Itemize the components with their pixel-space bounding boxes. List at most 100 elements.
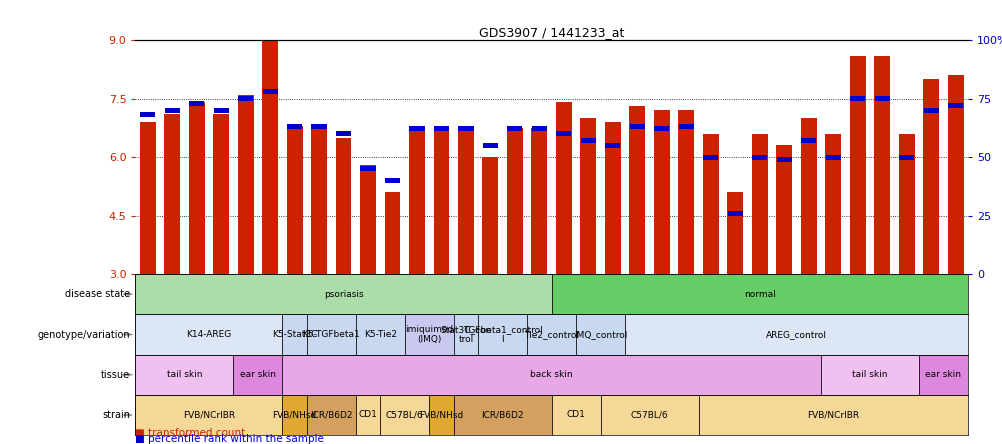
Text: FVB/NHsd: FVB/NHsd (419, 411, 463, 420)
Bar (336, 138, 351, 274)
Bar (506, 128, 522, 274)
Bar (653, 127, 668, 131)
Text: Tie2_control: Tie2_control (524, 330, 578, 339)
Bar (580, 138, 595, 143)
Bar (356, 314, 405, 355)
Text: imiquimod
(IMQ): imiquimod (IMQ) (405, 325, 453, 344)
Text: TGFbeta1_control
l: TGFbeta1_control l (462, 325, 542, 344)
Bar (311, 126, 327, 274)
Bar (850, 96, 865, 101)
Text: FVB/NCrIBR: FVB/NCrIBR (807, 411, 859, 420)
Bar (697, 395, 967, 435)
Text: C57BL/6: C57BL/6 (630, 411, 667, 420)
Bar (677, 110, 693, 274)
Bar (482, 143, 498, 148)
Text: ICR/B6D2: ICR/B6D2 (481, 411, 523, 420)
Bar (726, 192, 742, 274)
Bar (188, 101, 204, 106)
Bar (923, 108, 938, 113)
Bar (555, 103, 571, 274)
Text: K5-TGFbeta1: K5-TGFbeta1 (303, 330, 360, 339)
Bar (385, 178, 400, 183)
Text: C57BL/6: C57BL/6 (386, 411, 423, 420)
Bar (918, 355, 967, 395)
Bar (453, 395, 551, 435)
Bar (287, 124, 302, 129)
Bar (898, 134, 914, 274)
Bar (629, 106, 644, 274)
Text: ■ transformed count: ■ transformed count (135, 428, 245, 438)
Bar (825, 155, 840, 159)
Bar (580, 118, 596, 274)
Bar (556, 131, 571, 136)
Bar (776, 157, 791, 162)
Bar (312, 124, 327, 129)
Text: FVB/NCrIBR: FVB/NCrIBR (182, 411, 234, 420)
Bar (458, 128, 473, 274)
Bar (433, 128, 449, 274)
Text: back skin: back skin (530, 370, 572, 379)
Bar (282, 355, 821, 395)
Text: K5-Tie2: K5-Tie2 (364, 330, 397, 339)
Bar (336, 131, 351, 136)
Bar (702, 134, 718, 274)
Bar (307, 395, 356, 435)
Bar (188, 103, 204, 274)
Title: GDS3907 / 1441233_at: GDS3907 / 1441233_at (479, 26, 623, 39)
Bar (135, 274, 551, 314)
Text: psoriasis: psoriasis (324, 290, 363, 299)
Bar (527, 314, 575, 355)
Bar (898, 155, 914, 159)
Text: normal: normal (743, 290, 775, 299)
Bar (135, 314, 282, 355)
Bar (604, 122, 620, 274)
Bar (800, 118, 816, 274)
Bar (821, 355, 918, 395)
Bar (752, 155, 767, 159)
Bar (213, 108, 228, 113)
Bar (702, 155, 717, 159)
Bar (575, 314, 624, 355)
Bar (653, 110, 669, 274)
Bar (140, 112, 155, 117)
Text: AREG_control: AREG_control (766, 330, 827, 339)
Bar (263, 89, 278, 94)
Bar (356, 395, 380, 435)
Bar (213, 114, 228, 274)
Bar (825, 134, 841, 274)
Text: Stat3C_con
trol: Stat3C_con trol (440, 325, 491, 344)
Text: K5-Stat3C: K5-Stat3C (272, 330, 317, 339)
Text: ICR/B6D2: ICR/B6D2 (310, 411, 352, 420)
Bar (429, 395, 453, 435)
Bar (237, 96, 253, 101)
Bar (307, 314, 356, 355)
Bar (164, 114, 180, 274)
Bar (164, 108, 179, 113)
Bar (947, 103, 962, 108)
Bar (507, 127, 522, 131)
Text: disease state: disease state (65, 289, 130, 299)
Bar (551, 395, 600, 435)
Text: IMQ_control: IMQ_control (573, 330, 626, 339)
Text: tissue: tissue (101, 370, 130, 380)
Bar (600, 395, 697, 435)
Bar (478, 314, 527, 355)
Bar (624, 314, 967, 355)
Bar (434, 127, 449, 131)
Bar (752, 134, 767, 274)
Bar (135, 355, 233, 395)
Bar (776, 145, 792, 274)
Bar (482, 157, 498, 274)
Bar (947, 75, 963, 274)
Bar (287, 126, 303, 274)
Text: tail skin: tail skin (166, 370, 202, 379)
Bar (849, 56, 865, 274)
Bar (604, 143, 620, 148)
Bar (629, 124, 644, 129)
Text: strain: strain (102, 410, 130, 420)
Bar (360, 165, 376, 274)
Text: ear skin: ear skin (925, 370, 961, 379)
Bar (233, 355, 282, 395)
Bar (801, 138, 816, 143)
Bar (135, 395, 282, 435)
